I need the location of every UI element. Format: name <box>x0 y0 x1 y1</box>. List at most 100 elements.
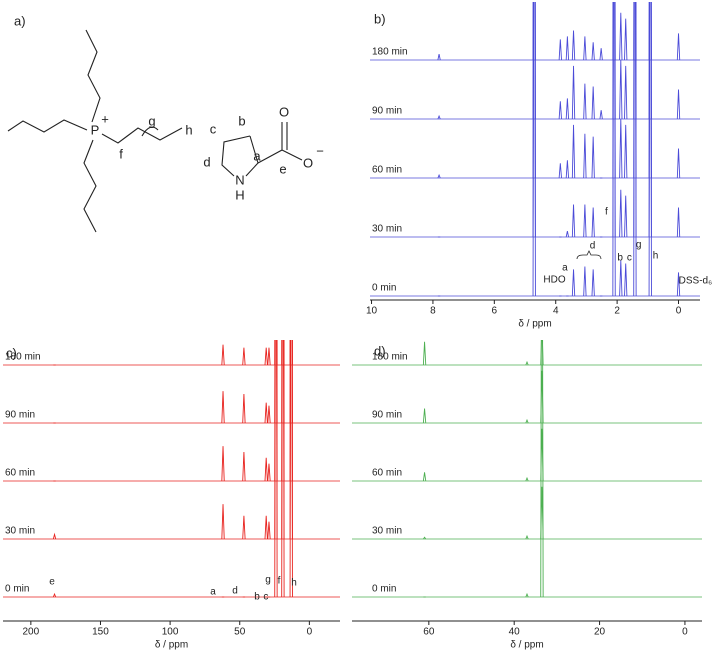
peak <box>571 65 576 120</box>
bond <box>83 139 97 233</box>
series-label: 60 min <box>372 165 402 176</box>
x-tick-label: 0 <box>682 627 688 638</box>
bracket <box>141 126 159 137</box>
peak <box>571 204 576 238</box>
series-label: 180 min <box>372 352 408 363</box>
peak <box>267 405 271 424</box>
peak <box>221 344 225 366</box>
x-tick-label: 50 <box>234 627 246 638</box>
peak <box>565 98 570 120</box>
peak <box>264 347 268 366</box>
atom-label: O <box>303 155 313 170</box>
spectra <box>352 340 702 598</box>
atom-label: + <box>101 111 109 126</box>
peak <box>242 393 246 424</box>
x-tick-label: 40 <box>509 627 521 638</box>
peak <box>437 114 441 120</box>
x-axis-label: δ / ppm <box>155 640 188 651</box>
panel-label: b) <box>374 11 386 26</box>
annotation: h <box>653 251 659 262</box>
peak <box>242 347 246 366</box>
peak <box>221 446 225 482</box>
peak <box>619 59 623 120</box>
peak <box>599 48 603 61</box>
structure: a) P + f g h c b d a e N H O O − <box>7 13 324 233</box>
atom-label: f <box>119 146 123 161</box>
annotation: f <box>278 576 281 587</box>
peak <box>583 204 587 238</box>
peak <box>583 83 587 120</box>
peak <box>540 340 544 366</box>
peak <box>422 472 427 482</box>
peak <box>676 207 681 238</box>
peak <box>221 504 225 540</box>
annotation: b <box>617 253 623 264</box>
peak <box>583 266 587 297</box>
peak <box>624 124 628 179</box>
peak <box>558 163 562 179</box>
series-label: 90 min <box>372 106 402 117</box>
peak <box>289 340 293 366</box>
annotation: a <box>562 263 568 274</box>
peak <box>648 2 652 61</box>
peak <box>676 33 681 61</box>
annotation: d <box>590 241 596 252</box>
peak <box>591 86 595 120</box>
peak <box>599 110 603 120</box>
annotation: c <box>627 253 632 264</box>
peak <box>619 260 623 297</box>
peak <box>242 515 246 540</box>
peak <box>676 89 681 120</box>
peak <box>624 263 628 297</box>
peak <box>422 408 427 424</box>
peak <box>676 272 681 297</box>
atom-label: e <box>279 161 286 176</box>
bond <box>101 127 183 144</box>
series-label: 60 min <box>5 468 35 479</box>
x-tick-label: 100 <box>162 627 179 638</box>
series-label: 90 min <box>372 410 402 421</box>
series-label: 180 min <box>5 352 41 363</box>
annotation: g <box>265 575 271 586</box>
x-tick-label: 8 <box>430 306 436 317</box>
atom-label: O <box>279 104 289 119</box>
series-label: 60 min <box>372 468 402 479</box>
peak <box>267 463 271 482</box>
peak <box>558 101 562 120</box>
series-label: 30 min <box>5 526 35 537</box>
peak <box>624 195 628 238</box>
peak <box>565 36 570 61</box>
x-tick-label: 150 <box>92 627 109 638</box>
peak <box>525 476 529 482</box>
peak <box>619 118 623 179</box>
peak <box>267 521 271 540</box>
series-label: 30 min <box>372 526 402 537</box>
annotation: e <box>49 577 55 588</box>
peak <box>540 370 544 424</box>
peak <box>565 231 570 238</box>
peak <box>525 592 529 598</box>
peak <box>281 340 285 366</box>
peak <box>437 173 441 179</box>
annotation: d <box>232 586 238 597</box>
peak <box>540 428 544 482</box>
panel-label: d) <box>374 343 386 358</box>
peak <box>558 39 562 61</box>
x-tick-label: 60 <box>423 627 435 638</box>
atom-label: h <box>185 122 192 137</box>
series-label: 30 min <box>372 224 402 235</box>
peak <box>591 42 595 61</box>
x-tick-label: 2 <box>614 306 620 317</box>
peak <box>565 160 570 179</box>
x-tick-label: 0 <box>676 306 682 317</box>
peak <box>422 341 427 366</box>
x-axis-label: δ / ppm <box>510 640 543 651</box>
atom-label: g <box>148 113 155 128</box>
series-label: 180 min <box>372 47 408 58</box>
annotation: a <box>210 587 216 598</box>
atom-label: N <box>235 172 244 187</box>
spectra <box>3 340 340 598</box>
peak <box>571 30 576 61</box>
peak <box>274 340 278 366</box>
